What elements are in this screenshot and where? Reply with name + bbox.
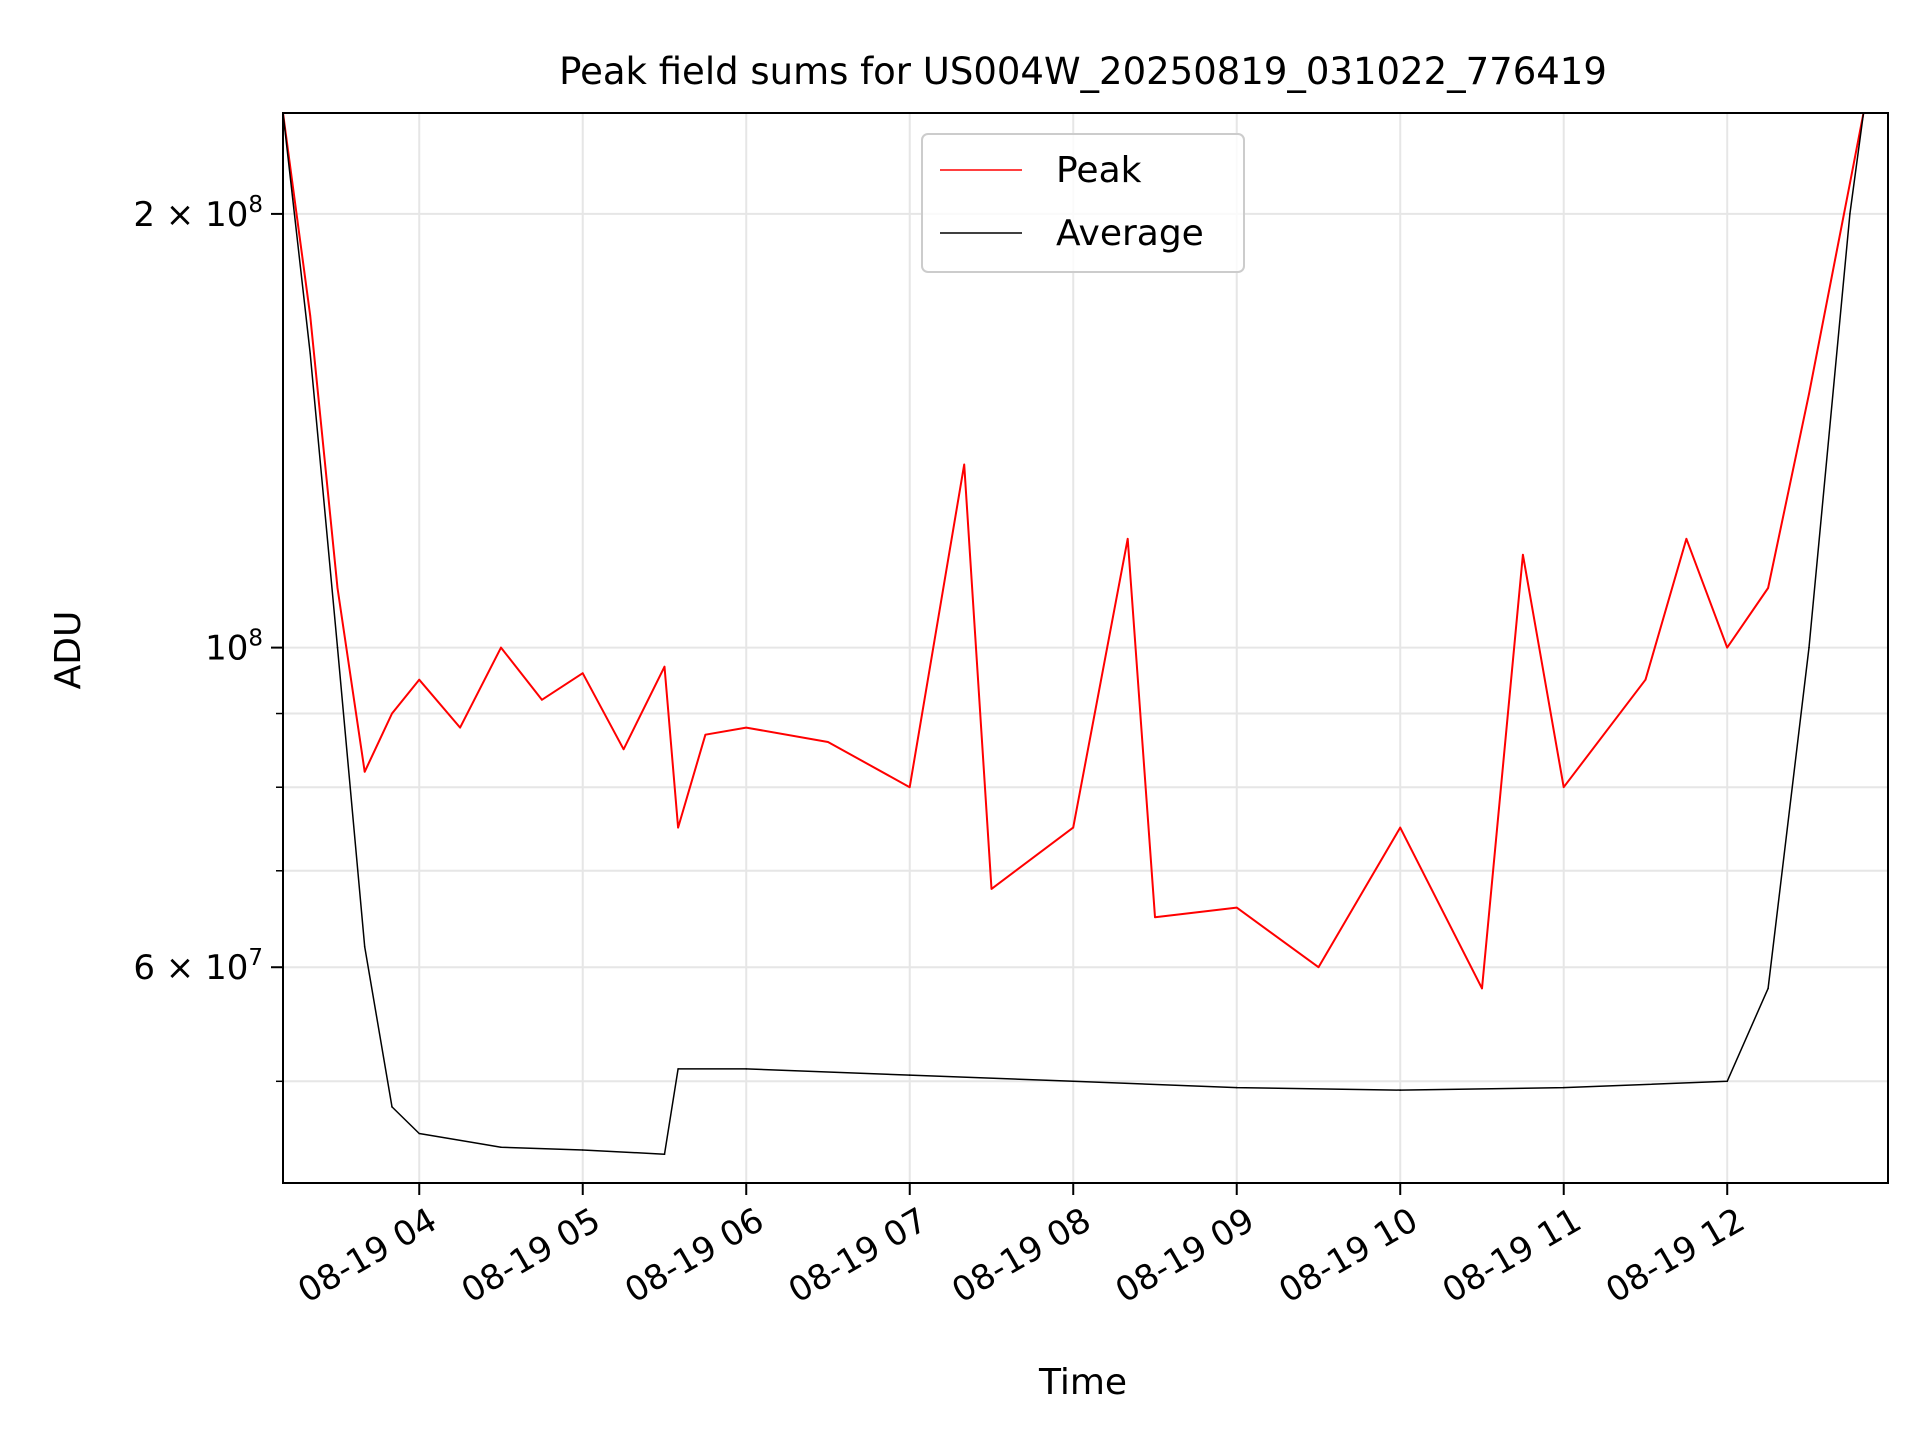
legend: Peak Average (921, 133, 1245, 273)
y-tick-exponent: 8 (248, 626, 263, 652)
legend-box (921, 133, 1245, 273)
series-layer (283, 113, 1865, 1155)
series-peak-point (963, 463, 965, 466)
series-peak-point (541, 699, 543, 701)
series-peak-point (1235, 906, 1238, 909)
series-peak-point (704, 733, 707, 736)
series-average-point (581, 1149, 584, 1151)
x-axis-label: Time (1038, 1362, 1127, 1403)
series-peak-point (990, 888, 993, 890)
series-peak-point (1767, 587, 1769, 589)
series-peak-point (1154, 916, 1156, 918)
y-axis-label: ADU (48, 611, 89, 690)
series-peak-point (1481, 987, 1483, 990)
y-tick-mantissa: 6 (133, 948, 155, 988)
series-peak-point (459, 726, 461, 729)
series-average-point (663, 1153, 666, 1155)
y-tick-base: 10 (205, 629, 248, 669)
series-average-point (908, 1074, 911, 1076)
legend-average-label: Average (1056, 213, 1204, 254)
series-peak-point (418, 678, 421, 681)
series-average-point (677, 1068, 679, 1070)
series-average-point (1808, 646, 1810, 649)
series-peak-point (1072, 826, 1074, 829)
y-tick-label: 6 × 107 (133, 945, 263, 988)
series-peak-point (908, 786, 911, 788)
series-peak-point (581, 672, 584, 674)
series-peak-point (1808, 393, 1810, 395)
y-tick-base: 10 (205, 195, 248, 235)
y-tick-exponent: 7 (248, 945, 263, 971)
series-average-point (1399, 1089, 1401, 1091)
series-peak-point (500, 646, 502, 649)
series-peak-point (1522, 553, 1524, 556)
y-tick-label: 2 × 108 (133, 192, 263, 235)
series-average-point (309, 352, 312, 355)
legend-peak-label: Peak (1056, 150, 1142, 191)
series-peak-point (677, 826, 679, 829)
y-tick-base: 10 (205, 948, 248, 988)
series-peak-point (309, 314, 312, 317)
series-peak-point (1126, 538, 1129, 540)
series-average-point (745, 1068, 747, 1070)
series-peak-point (1644, 678, 1647, 681)
y-tick-mantissa: 2 (133, 195, 155, 235)
series-peak-point (391, 712, 393, 715)
series-peak-point (1562, 786, 1565, 788)
series-peak-point (1399, 826, 1401, 829)
chart-title: Peak field sums for US004W_20250819_0310… (559, 50, 1607, 93)
series-average-point (1767, 987, 1769, 990)
series-peak-point (336, 587, 339, 589)
series-peak-point (1685, 538, 1688, 540)
y-tick-exponent: 8 (248, 192, 263, 218)
series-peak-point (663, 665, 666, 668)
series-average-point (1072, 1080, 1074, 1083)
series-average-point (1726, 1080, 1728, 1083)
series-average-point (418, 1132, 421, 1135)
series-average-point (500, 1146, 502, 1148)
y-tick-label: 108 (205, 626, 263, 669)
y-tick-times-sign: × (155, 948, 205, 988)
series-average-point (336, 646, 339, 649)
series-average-point (1235, 1086, 1238, 1089)
series-peak-point (363, 771, 366, 773)
series-average-point (363, 945, 366, 948)
series-peak-point (1317, 966, 1320, 968)
y-tick-times-sign: × (155, 195, 205, 235)
series-average-point (1849, 213, 1851, 215)
series-average-point (391, 1106, 393, 1108)
series-peak-point (745, 726, 747, 729)
series-peak-point (1726, 646, 1728, 649)
series-peak-point (622, 748, 625, 751)
series-average-point (1562, 1086, 1565, 1089)
series-peak-point (827, 741, 829, 743)
series-peak-point (1849, 182, 1851, 185)
